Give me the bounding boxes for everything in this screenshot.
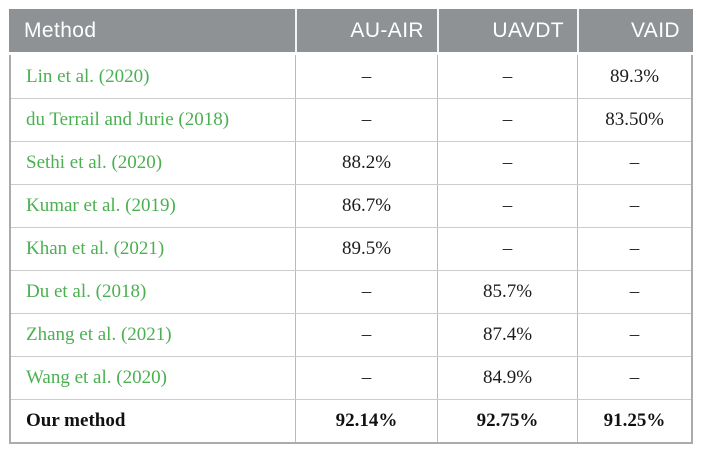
table-body: Lin et al. (2020) – – 89.3% du Terrail a…: [9, 55, 693, 444]
table-row: Kumar et al. (2019) 86.7% – –: [11, 184, 691, 227]
method-citation-link[interactable]: Du et al. (2018): [11, 271, 295, 313]
au-air-value: –: [295, 55, 437, 98]
vaid-value: –: [577, 314, 691, 356]
column-header-method: Method: [24, 18, 97, 42]
uavdt-value: –: [437, 99, 577, 141]
method-citation-link[interactable]: Sethi et al. (2020): [11, 142, 295, 184]
uavdt-value: –: [437, 228, 577, 270]
vaid-value: 83.50%: [577, 99, 691, 141]
au-air-value: 92.14%: [295, 400, 437, 442]
vaid-value: 89.3%: [577, 55, 691, 98]
vaid-value: –: [577, 357, 691, 399]
uavdt-value: 84.9%: [437, 357, 577, 399]
citation-text: Khan et al. (2021): [26, 238, 165, 259]
au-air-value: –: [295, 271, 437, 313]
uavdt-value: 85.7%: [437, 271, 577, 313]
uavdt-value: –: [437, 185, 577, 227]
au-air-value: 86.7%: [295, 185, 437, 227]
column-header-vaid: VAID: [577, 9, 693, 52]
vaid-value: –: [577, 185, 691, 227]
citation-text: Kumar et al. (2019): [26, 195, 176, 216]
table-row: Khan et al. (2021) 89.5% – –: [11, 227, 691, 270]
table-row: Lin et al. (2020) – – 89.3%: [11, 55, 691, 98]
vaid-value: –: [577, 228, 691, 270]
method-citation-link[interactable]: Khan et al. (2021): [11, 228, 295, 270]
table-row: Wang et al. (2020) – 84.9% –: [11, 356, 691, 399]
column-header-uavdt: UAVDT: [437, 9, 577, 52]
uavdt-value: –: [437, 142, 577, 184]
vaid-value: 91.25%: [577, 400, 691, 442]
vaid-value: –: [577, 271, 691, 313]
table-row-our-method: Our method 92.14% 92.75% 91.25%: [11, 399, 691, 442]
uavdt-value: 87.4%: [437, 314, 577, 356]
our-method-label: Our method: [26, 410, 126, 431]
table-row: du Terrail and Jurie (2018) – – 83.50%: [11, 98, 691, 141]
results-table: Method AU-AIR UAVDT VAID Lin et al. (202…: [9, 9, 693, 444]
uavdt-value: –: [437, 55, 577, 98]
citation-text: Sethi et al. (2020): [26, 152, 163, 173]
table-row: Zhang et al. (2021) – 87.4% –: [11, 313, 691, 356]
method-citation-link[interactable]: Wang et al. (2020): [11, 357, 295, 399]
column-header-au-air: AU-AIR: [295, 9, 437, 52]
au-air-value: –: [295, 314, 437, 356]
method-citation-link[interactable]: du Terrail and Jurie (2018): [11, 99, 295, 141]
method-citation-link[interactable]: Kumar et al. (2019): [11, 185, 295, 227]
method-citation-link[interactable]: Zhang et al. (2021): [11, 314, 295, 356]
au-air-value: 88.2%: [295, 142, 437, 184]
au-air-value: –: [295, 357, 437, 399]
table-header-row: Method AU-AIR UAVDT VAID: [9, 9, 693, 52]
vaid-value: –: [577, 142, 691, 184]
citation-text: Lin et al. (2020): [26, 65, 150, 87]
citation-text: Wang et al. (2020): [26, 367, 167, 388]
au-air-value: 89.5%: [295, 228, 437, 270]
au-air-value: –: [295, 99, 437, 141]
citation-text: Du et al. (2018): [26, 281, 147, 302]
uavdt-value: 92.75%: [437, 400, 577, 442]
citation-text: Zhang et al. (2021): [26, 324, 172, 345]
method-citation-link[interactable]: Lin et al. (2020): [11, 55, 295, 98]
table-row: Sethi et al. (2020) 88.2% – –: [11, 141, 691, 184]
citation-text: du Terrail and Jurie (2018): [26, 109, 230, 130]
table-row: Du et al. (2018) – 85.7% –: [11, 270, 691, 313]
